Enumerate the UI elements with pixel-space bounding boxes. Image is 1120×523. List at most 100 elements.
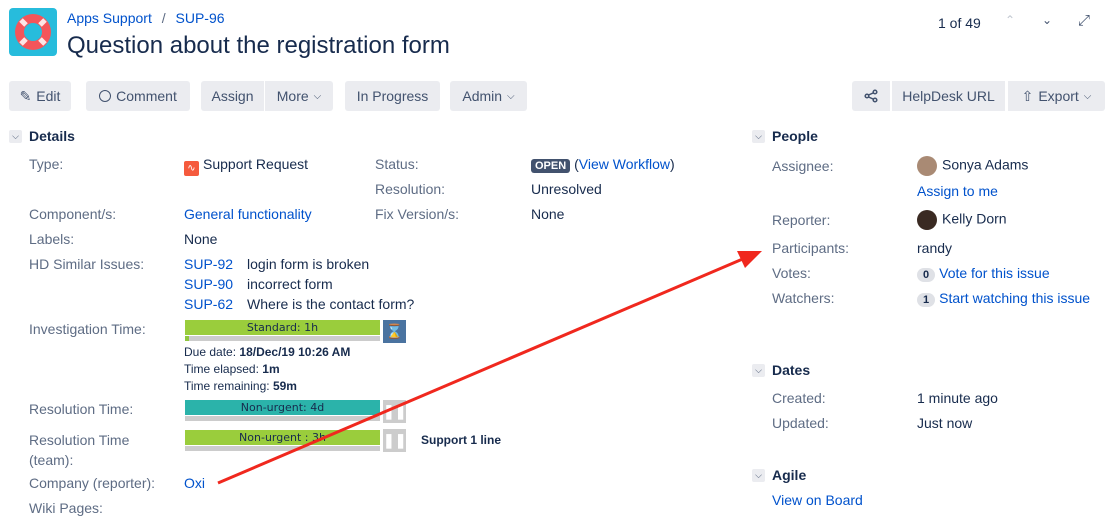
similar-issue-summary: Where is the contact form? bbox=[247, 296, 415, 312]
assign-to-me-link[interactable]: Assign to me bbox=[917, 183, 998, 199]
due-date: Due date: 18/Dec/19 10:26 AM bbox=[184, 345, 350, 359]
watch-link[interactable]: Start watching this issue bbox=[939, 290, 1091, 306]
collapse-dates-toggle[interactable]: ⌵ bbox=[752, 364, 765, 377]
component-link[interactable]: General functionality bbox=[184, 206, 312, 222]
resolution-team-note: Support 1 line bbox=[421, 433, 502, 447]
in-progress-button[interactable]: In Progress bbox=[345, 81, 440, 111]
breadcrumb-project[interactable]: Apps Support bbox=[67, 10, 152, 26]
collapse-agile-toggle[interactable]: ⌵ bbox=[752, 469, 765, 482]
remaining-label: Time remaining: bbox=[184, 379, 270, 393]
support-request-icon: ∿ bbox=[184, 161, 199, 176]
participants-value: randy bbox=[917, 240, 953, 256]
created-value: 1 minute ago bbox=[917, 390, 998, 406]
people-heading: People bbox=[772, 128, 818, 144]
created-label: Created: bbox=[772, 390, 826, 406]
chevron-up-icon[interactable]: ⌃ bbox=[1005, 13, 1016, 27]
assignee-name: Sonya Adams bbox=[942, 156, 1029, 173]
upload-icon: ⇧ bbox=[1021, 87, 1034, 104]
collapse-people-toggle[interactable]: ⌵ bbox=[752, 130, 765, 143]
comment-icon bbox=[99, 90, 112, 102]
hourglass-icon: ⌛ bbox=[383, 320, 406, 343]
more-label: More bbox=[276, 88, 309, 104]
similar-issues-label: HD Similar Issues: bbox=[29, 256, 145, 272]
assignee-label: Assignee: bbox=[772, 158, 834, 174]
investigation-time-label: Investigation Time: bbox=[29, 321, 146, 337]
edit-label: Edit bbox=[36, 88, 61, 104]
similar-issue-link[interactable]: SUP-62 bbox=[184, 296, 234, 312]
assignee-value[interactable]: Sonya Adams bbox=[917, 156, 1028, 176]
more-button[interactable]: More ⌵ bbox=[265, 81, 333, 111]
similar-issue: SUP-62 Where is the contact form? bbox=[184, 296, 414, 312]
resolution-team-progress bbox=[185, 446, 380, 451]
fix-version-label: Fix Version/s: bbox=[375, 206, 460, 222]
similar-issue-summary: incorrect form bbox=[247, 276, 333, 292]
page-title: Question about the registration form bbox=[67, 32, 450, 59]
expand-icon[interactable]: ⤢ bbox=[1078, 12, 1091, 29]
pause-icon: ❚❚ bbox=[383, 429, 406, 452]
remaining-value: 59m bbox=[272, 379, 297, 393]
status-value: OPEN (View Workflow) bbox=[531, 156, 675, 173]
details-heading: Details bbox=[29, 128, 75, 144]
time-elapsed: Time elapsed: 1m bbox=[184, 362, 280, 376]
watchers-label: Watchers: bbox=[772, 290, 835, 306]
assign-button[interactable]: Assign bbox=[201, 81, 264, 111]
status-badge: OPEN bbox=[531, 159, 571, 173]
helpdesk-url-button[interactable]: HelpDesk URL bbox=[892, 81, 1005, 111]
share-icon bbox=[864, 89, 878, 103]
due-label: Due date: bbox=[184, 345, 237, 359]
watchers-count: 1 bbox=[917, 293, 936, 307]
similar-issue: SUP-90 incorrect form bbox=[184, 276, 333, 292]
participants-label: Participants: bbox=[772, 240, 850, 256]
due-value: 18/Dec/19 10:26 AM bbox=[239, 345, 351, 359]
vote-link[interactable]: Vote for this issue bbox=[939, 265, 1050, 281]
view-on-board-link[interactable]: View on Board bbox=[772, 492, 863, 508]
fix-version-value: None bbox=[531, 206, 565, 222]
status-label: Status: bbox=[375, 156, 419, 172]
pause-icon: ❚❚ bbox=[383, 400, 406, 423]
reporter-avatar bbox=[917, 210, 937, 230]
admin-button[interactable]: Admin ⌵ bbox=[450, 81, 527, 111]
updated-label: Updated: bbox=[772, 415, 829, 431]
resolution-sla-bar: Non-urgent: 4d bbox=[185, 400, 380, 415]
elapsed-value: 1m bbox=[262, 362, 280, 376]
agile-heading: Agile bbox=[772, 467, 807, 483]
resolution-team-label: Resolution Time (team): bbox=[29, 430, 129, 470]
export-label: Export bbox=[1038, 88, 1079, 104]
breadcrumb-issue[interactable]: SUP-96 bbox=[175, 10, 225, 26]
project-avatar[interactable] bbox=[9, 8, 57, 56]
chevron-down-icon: ⌵ bbox=[1083, 90, 1092, 102]
share-button[interactable] bbox=[852, 81, 890, 111]
reporter-label: Reporter: bbox=[772, 212, 831, 228]
resolution-time-label: Resolution Time: bbox=[29, 401, 134, 417]
breadcrumb-separator: / bbox=[161, 10, 166, 26]
company-label: Company (reporter): bbox=[29, 475, 156, 491]
reporter-value[interactable]: Kelly Dorn bbox=[917, 210, 1007, 230]
component-label: Component/s: bbox=[29, 206, 117, 222]
collapse-details-toggle[interactable]: ⌵ bbox=[9, 130, 22, 143]
wiki-pages-label: Wiki Pages: bbox=[29, 500, 103, 516]
investigation-progress-fill bbox=[185, 336, 189, 341]
updated-value: Just now bbox=[917, 415, 973, 431]
watchers-value: 1 Start watching this issue bbox=[917, 290, 1090, 307]
similar-issue-link[interactable]: SUP-92 bbox=[184, 256, 234, 272]
assignee-avatar bbox=[917, 156, 937, 176]
elapsed-label: Time elapsed: bbox=[184, 362, 259, 376]
resolution-value: Unresolved bbox=[531, 181, 602, 197]
resolution-team-label-1: Resolution Time bbox=[29, 432, 130, 448]
edit-button[interactable]: ✎ Edit bbox=[9, 81, 71, 111]
time-remaining: Time remaining: 59m bbox=[184, 379, 297, 393]
investigation-progress bbox=[185, 336, 380, 341]
labels-value: None bbox=[184, 231, 218, 247]
admin-label: Admin bbox=[462, 88, 503, 104]
company-link[interactable]: Oxi bbox=[184, 475, 205, 491]
export-button[interactable]: ⇧ Export ⌵ bbox=[1008, 81, 1105, 111]
reporter-name: Kelly Dorn bbox=[942, 210, 1007, 227]
type-text: Support Request bbox=[203, 156, 309, 172]
view-workflow-link[interactable]: View Workflow bbox=[578, 156, 671, 172]
comment-button[interactable]: Comment bbox=[86, 81, 190, 111]
votes-label: Votes: bbox=[772, 265, 811, 281]
similar-issue-link[interactable]: SUP-90 bbox=[184, 276, 234, 292]
chevron-down-icon[interactable]: ⌄ bbox=[1042, 13, 1053, 27]
votes-value: 0 Vote for this issue bbox=[917, 265, 1050, 282]
